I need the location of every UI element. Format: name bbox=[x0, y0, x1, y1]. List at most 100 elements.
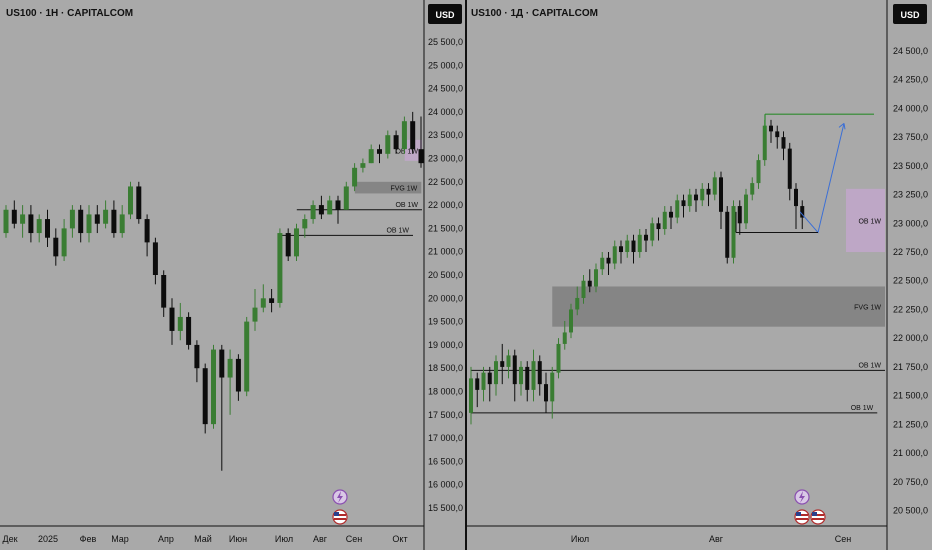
left-candle bbox=[111, 209, 117, 234]
left-time-tick: 2025 bbox=[38, 534, 58, 544]
right-candle bbox=[569, 309, 573, 333]
right-candle bbox=[494, 361, 498, 385]
left-candle bbox=[28, 214, 34, 234]
right-price-tick: 22 000,0 bbox=[893, 333, 928, 343]
right-candle bbox=[769, 125, 773, 132]
right-candle bbox=[500, 361, 505, 367]
right-ob-label: OB 1W bbox=[858, 218, 881, 225]
right-candle bbox=[656, 223, 661, 230]
right-candle bbox=[756, 160, 761, 184]
left-candle bbox=[302, 219, 308, 229]
left-price-tick: 24 000,0 bbox=[428, 107, 463, 117]
left-price-tick: 19 000,0 bbox=[428, 340, 463, 350]
right-price-tick: 23 250,0 bbox=[893, 190, 928, 200]
right-fvg-zone bbox=[552, 286, 885, 327]
left-price-tick: 20 000,0 bbox=[428, 293, 463, 303]
left-time-tick: Авг bbox=[313, 534, 328, 544]
right-candle bbox=[719, 177, 723, 212]
us-flag-icon[interactable] bbox=[810, 509, 826, 525]
left-candle bbox=[86, 214, 92, 234]
right-time-tick: Июл bbox=[571, 534, 589, 544]
left-price-tick: 19 500,0 bbox=[428, 317, 463, 327]
left-time-tick: Окт bbox=[392, 534, 407, 544]
left-candle bbox=[352, 167, 358, 187]
right-candle bbox=[669, 211, 673, 218]
left-time-tick: Мар bbox=[111, 534, 129, 544]
left-candle bbox=[343, 186, 349, 210]
left-fvg-zone bbox=[354, 181, 422, 194]
right-currency-label: USD bbox=[900, 10, 920, 20]
right-candle bbox=[731, 206, 736, 258]
left-price-axis[interactable] bbox=[424, 0, 466, 550]
left-candle bbox=[128, 186, 133, 215]
left-price-tick: 17 000,0 bbox=[428, 433, 463, 443]
right-fvg-label: FVG 1W bbox=[854, 305, 881, 312]
right-candle bbox=[712, 177, 717, 195]
right-candle bbox=[506, 355, 511, 367]
right-ob-level-label: OB 1W bbox=[858, 362, 881, 369]
right-price-tick: 20 750,0 bbox=[893, 477, 928, 487]
left-candle bbox=[227, 358, 233, 378]
right-candle bbox=[619, 246, 623, 253]
left-candle bbox=[252, 307, 258, 322]
left-candle bbox=[202, 368, 208, 425]
left-time-tick: Фев bbox=[80, 534, 97, 544]
left-time-tick: Май bbox=[194, 534, 212, 544]
left-candle bbox=[327, 200, 333, 215]
right-candle bbox=[606, 257, 611, 264]
right-candle bbox=[637, 234, 642, 253]
left-candle bbox=[161, 275, 167, 308]
left-candle bbox=[260, 298, 266, 308]
left-fvg-label: FVG 1W bbox=[390, 186, 417, 193]
us-flag-icon[interactable] bbox=[794, 509, 810, 525]
left-candle bbox=[36, 219, 42, 234]
left-price-tick: 21 000,0 bbox=[428, 247, 463, 257]
left-candle bbox=[20, 214, 26, 224]
left-chart-title: US100 · 1H · CAPITALCOM bbox=[6, 8, 133, 19]
us-flag-icon[interactable] bbox=[332, 509, 348, 525]
left-currency-button[interactable]: USD bbox=[428, 4, 462, 24]
left-candle bbox=[136, 186, 142, 220]
left-candle bbox=[377, 149, 382, 154]
left-candle bbox=[318, 205, 324, 215]
right-candle bbox=[737, 206, 742, 224]
left-candle bbox=[3, 209, 9, 234]
left-time-tick: Дек bbox=[2, 534, 17, 544]
right-time-tick: Сен bbox=[835, 534, 852, 544]
right-candle bbox=[762, 125, 767, 161]
right-price-tick: 22 750,0 bbox=[893, 247, 928, 257]
left-candle bbox=[53, 237, 59, 257]
left-time-tick: Апр bbox=[158, 534, 174, 544]
left-candle bbox=[393, 135, 399, 150]
right-candle bbox=[694, 194, 698, 201]
lightning-icon[interactable] bbox=[332, 489, 348, 505]
right-currency-button[interactable]: USD bbox=[893, 4, 927, 24]
lightning-icon[interactable] bbox=[794, 489, 810, 505]
left-candle bbox=[410, 121, 416, 150]
left-price-tick: 18 000,0 bbox=[428, 387, 463, 397]
right-price-tick: 23 500,0 bbox=[893, 161, 928, 171]
right-plot-area[interactable] bbox=[467, 0, 887, 550]
right-candle bbox=[787, 148, 792, 189]
right-candle bbox=[650, 223, 655, 241]
right-price-axis[interactable] bbox=[887, 0, 932, 550]
left-time-tick: Июл bbox=[275, 534, 293, 544]
right-candle bbox=[725, 211, 730, 258]
left-plot-area[interactable] bbox=[0, 0, 424, 550]
left-price-tick: 22 000,0 bbox=[428, 200, 463, 210]
right-candle bbox=[706, 188, 711, 195]
right-candle bbox=[575, 297, 580, 310]
right-candle bbox=[625, 240, 630, 253]
right-candle bbox=[531, 361, 536, 390]
right-chart-title: US100 · 1Д · CAPITALCOM bbox=[471, 8, 598, 19]
right-candle bbox=[469, 378, 473, 413]
left-time-tick: Сен bbox=[346, 534, 363, 544]
left-price-tick: 24 500,0 bbox=[428, 84, 463, 94]
right-candle bbox=[781, 137, 786, 149]
right-candle bbox=[525, 366, 530, 390]
left-price-tick: 23 000,0 bbox=[428, 153, 463, 163]
right-price-tick: 23 750,0 bbox=[893, 132, 928, 142]
left-candle bbox=[418, 149, 424, 164]
left-candle bbox=[360, 163, 366, 168]
